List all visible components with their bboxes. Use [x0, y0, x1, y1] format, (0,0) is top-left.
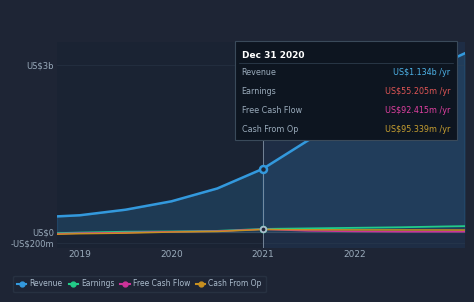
Text: US$95.339m /yr: US$95.339m /yr: [385, 125, 450, 134]
Legend: Revenue, Earnings, Free Cash Flow, Cash From Op: Revenue, Earnings, Free Cash Flow, Cash …: [13, 275, 265, 292]
Text: US$55.205m /yr: US$55.205m /yr: [385, 87, 450, 96]
Bar: [263, 42, 465, 248]
Text: Free Cash Flow: Free Cash Flow: [242, 106, 302, 115]
Text: Dec 31 2020: Dec 31 2020: [242, 51, 304, 60]
Text: Revenue: Revenue: [242, 68, 277, 77]
Text: Cash From Op: Cash From Op: [242, 125, 298, 134]
Text: US$1.134b /yr: US$1.134b /yr: [393, 68, 450, 77]
Text: Analysts Forecasts: Analysts Forecasts: [267, 61, 345, 70]
Text: US$92.415m /yr: US$92.415m /yr: [385, 106, 450, 115]
Text: Earnings: Earnings: [242, 87, 276, 96]
Bar: [57, 42, 263, 248]
Text: Past: Past: [242, 61, 259, 70]
